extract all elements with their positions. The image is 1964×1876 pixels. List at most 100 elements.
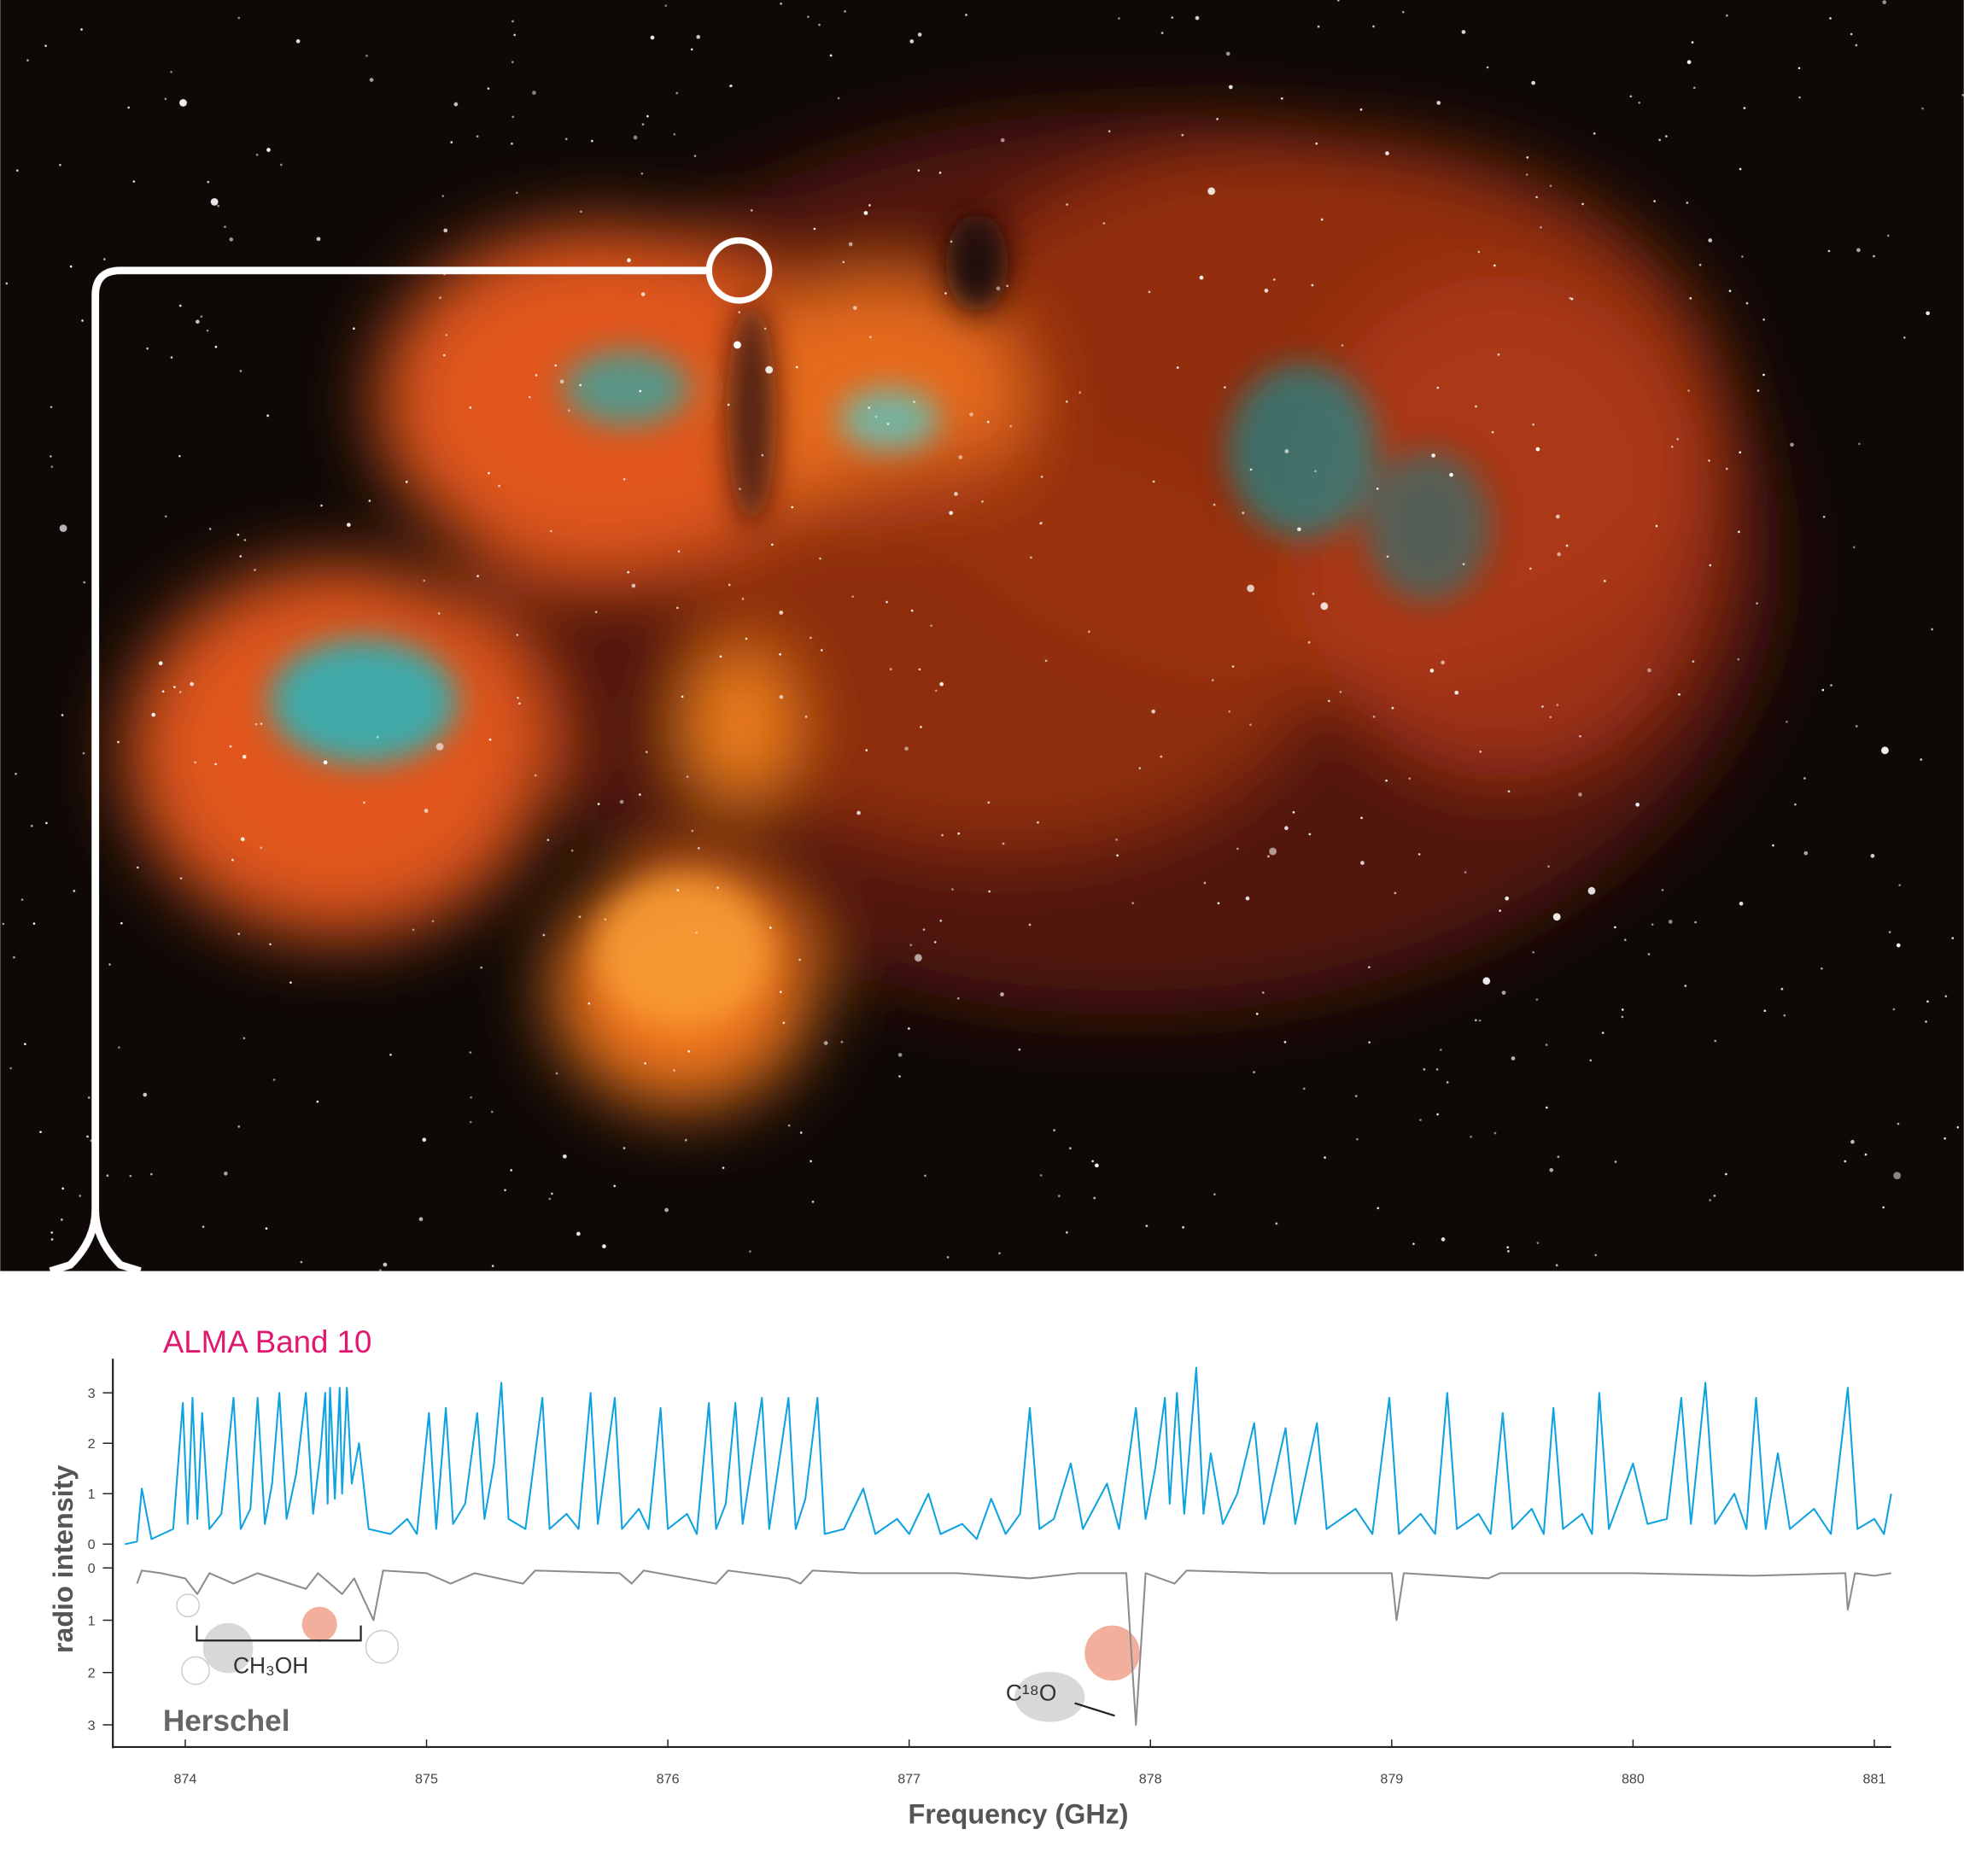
- annotation: CH₃OH: [233, 1652, 308, 1678]
- star: [1211, 679, 1214, 681]
- star: [909, 944, 913, 947]
- star: [59, 524, 67, 533]
- star: [243, 1037, 246, 1040]
- star: [939, 681, 944, 687]
- star: [1549, 1167, 1554, 1172]
- star: [1541, 705, 1544, 708]
- star: [576, 1231, 581, 1236]
- star: [528, 395, 531, 399]
- star: [749, 1250, 751, 1253]
- star: [1391, 706, 1394, 710]
- star: [1803, 777, 1806, 780]
- star: [1368, 966, 1371, 968]
- star: [237, 533, 240, 536]
- star: [627, 258, 631, 263]
- star: [1094, 1163, 1099, 1168]
- star: [1479, 750, 1482, 753]
- star: [50, 406, 53, 408]
- star: [202, 1225, 205, 1229]
- star: [1482, 977, 1491, 985]
- star: [1873, 254, 1875, 258]
- star: [1827, 249, 1831, 253]
- star: [81, 319, 84, 322]
- star: [795, 365, 798, 369]
- star: [1961, 93, 1964, 96]
- star: [491, 1265, 494, 1267]
- star: [1000, 992, 1004, 996]
- star: [1441, 660, 1445, 665]
- star: [1228, 710, 1230, 713]
- star: [214, 763, 217, 766]
- star: [1780, 987, 1784, 991]
- star: [578, 915, 582, 919]
- star: [1581, 202, 1584, 206]
- star: [1065, 400, 1068, 403]
- star: [949, 511, 953, 516]
- star: [1629, 95, 1633, 98]
- star: [1368, 1041, 1371, 1043]
- star: [469, 1120, 472, 1124]
- star: [813, 227, 816, 231]
- star: [676, 889, 680, 891]
- star: [938, 171, 942, 174]
- star: [1756, 389, 1760, 392]
- star: [1728, 289, 1732, 293]
- star: [920, 726, 922, 728]
- star: [686, 775, 689, 778]
- star: [969, 412, 973, 417]
- star: [594, 611, 598, 614]
- star: [1002, 842, 1005, 845]
- star: [353, 327, 355, 330]
- star: [516, 634, 519, 636]
- star: [1898, 884, 1902, 886]
- star: [30, 824, 33, 827]
- star: [623, 477, 626, 481]
- star: [1689, 297, 1692, 300]
- star: [504, 1189, 506, 1192]
- star: [958, 455, 963, 459]
- star: [1897, 1122, 1900, 1125]
- star: [1328, 699, 1330, 703]
- star: [946, 1256, 950, 1259]
- star: [1115, 839, 1118, 841]
- star: [120, 921, 123, 925]
- star: [61, 714, 64, 716]
- star: [1311, 283, 1314, 287]
- star: [164, 97, 167, 101]
- star: [1569, 296, 1572, 300]
- star: [513, 33, 516, 37]
- star: [178, 691, 182, 693]
- star: [86, 1135, 89, 1138]
- star: [1886, 234, 1890, 237]
- star: [266, 148, 271, 152]
- star: [1078, 391, 1082, 394]
- star: [677, 550, 681, 553]
- star: [1694, 920, 1697, 924]
- star: [26, 59, 29, 62]
- star: [1006, 284, 1008, 288]
- star: [422, 1137, 427, 1143]
- star: [224, 225, 226, 228]
- star: [1565, 544, 1569, 547]
- star: [170, 356, 173, 359]
- series-label: Herschel: [163, 1704, 290, 1738]
- star: [1181, 133, 1184, 137]
- star: [954, 492, 958, 496]
- x-tick-label: 876: [657, 1771, 680, 1786]
- star: [151, 712, 156, 717]
- star: [1655, 524, 1658, 528]
- star: [1307, 640, 1311, 644]
- spectrum-line: [136, 1569, 1891, 1726]
- star: [389, 1053, 392, 1056]
- star: [568, 409, 570, 412]
- star: [237, 16, 241, 20]
- star: [1803, 850, 1809, 856]
- star: [771, 543, 774, 546]
- star: [13, 956, 15, 959]
- star: [1341, 344, 1344, 347]
- star: [1176, 366, 1179, 369]
- star: [69, 265, 73, 268]
- star: [1217, 902, 1220, 905]
- star: [898, 1075, 901, 1078]
- star: [1557, 1155, 1560, 1159]
